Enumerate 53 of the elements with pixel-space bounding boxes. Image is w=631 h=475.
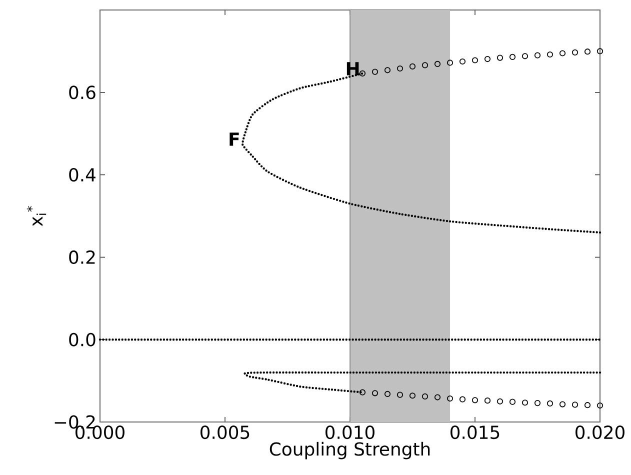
point (396, 392, 404, 398)
point (372, 68, 378, 75)
point (546, 51, 554, 58)
y-tick-label: 0.0 (69, 332, 96, 346)
point (572, 402, 578, 408)
point (434, 394, 441, 400)
point (359, 70, 366, 76)
point (472, 397, 478, 404)
annotation: F (230, 132, 239, 146)
point (459, 396, 466, 402)
point (522, 400, 528, 406)
y-tick-label: 0.4 (69, 168, 96, 182)
annotation: H (346, 62, 359, 76)
point (559, 401, 566, 408)
x-tick-label: 0.010 (326, 426, 374, 440)
point (596, 48, 604, 54)
y-axis-title: x$_{i}$* (26, 206, 46, 226)
point (472, 57, 478, 64)
point (522, 53, 528, 60)
x-tick-label: 0.020 (576, 426, 624, 440)
point (384, 390, 391, 398)
point (572, 49, 578, 56)
point (372, 390, 378, 396)
point (584, 48, 591, 55)
x-tick-label: 0.015 (450, 426, 500, 440)
point (446, 395, 454, 402)
point (384, 67, 391, 74)
x-tick-label: 0.005 (200, 426, 250, 440)
point (446, 60, 454, 66)
point (459, 58, 466, 65)
point (509, 398, 516, 405)
y-tick-label: 0.6 (69, 86, 96, 100)
point (422, 393, 428, 400)
point (359, 389, 366, 396)
point (546, 400, 554, 407)
x-axis-title: Coupling Strength (270, 442, 430, 460)
point (484, 398, 491, 404)
point (584, 402, 591, 408)
point (496, 54, 504, 61)
y-tick-label: 0.2 (69, 250, 95, 264)
point (534, 52, 541, 58)
point (534, 400, 541, 406)
point (396, 65, 404, 72)
point (509, 54, 516, 60)
point (484, 56, 491, 62)
point (409, 63, 416, 70)
point (596, 402, 604, 409)
line-series (244, 371, 602, 394)
point (422, 62, 428, 68)
point (559, 50, 566, 56)
point (434, 60, 441, 68)
point (409, 392, 416, 399)
point (496, 398, 504, 404)
